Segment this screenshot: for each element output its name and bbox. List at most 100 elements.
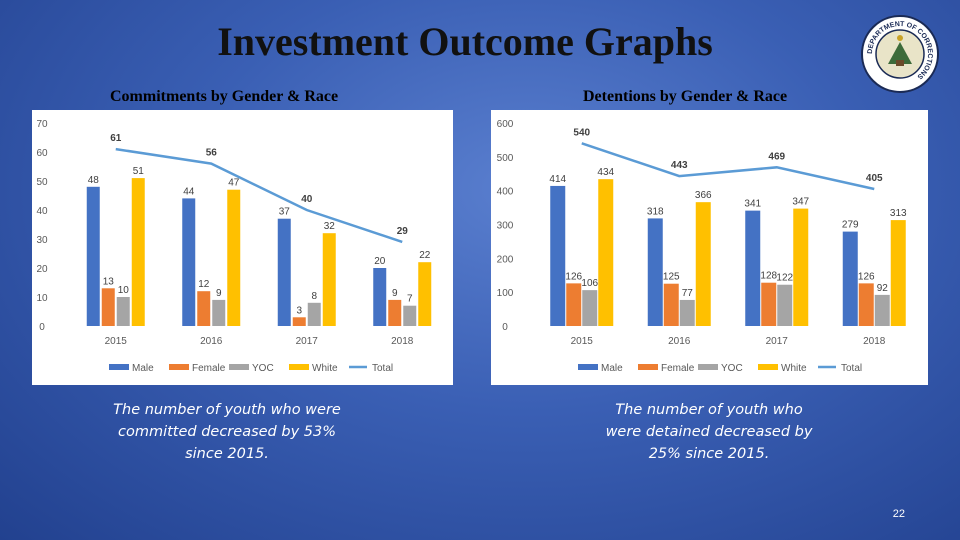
total-value-label: 40 (301, 194, 313, 205)
legend-swatch-yoc (229, 364, 249, 370)
x-tick-label: 2016 (200, 336, 223, 347)
y-tick-label: 0 (502, 322, 508, 333)
bar-value-label: 9 (392, 288, 398, 299)
slide-title: Investment Outcome Graphs (217, 19, 713, 64)
bar-value-label: 51 (133, 166, 145, 177)
y-tick-label: 10 (36, 293, 48, 304)
department-seal: DEPARTMENT OF CORRECTIONS (860, 14, 940, 99)
bar-value-label: 47 (228, 178, 240, 189)
bar-value-label: 3 (296, 305, 302, 316)
left-caption: The number of youth who were committed d… (92, 399, 362, 465)
total-value-label: 540 (573, 127, 590, 138)
legend-label: Total (841, 363, 862, 374)
bar-yoc (212, 299, 226, 326)
x-tick-label: 2017 (296, 336, 319, 347)
bar-value-label: 106 (581, 278, 598, 289)
legend-label: Male (132, 363, 154, 374)
left-caption-line: The number of youth who were (113, 402, 341, 418)
total-value-label: 56 (206, 148, 218, 159)
y-tick-label: 600 (497, 119, 514, 130)
total-line (115, 147, 403, 244)
bar-yoc (777, 284, 793, 326)
bar-yoc (582, 290, 598, 326)
y-tick-label: 200 (497, 254, 514, 265)
bar-female (101, 288, 115, 326)
bar-yoc (307, 302, 321, 326)
y-tick-label: 70 (36, 119, 48, 130)
bar-value-label: 37 (279, 207, 291, 218)
x-tick-label: 2015 (571, 336, 594, 347)
bar-value-label: 347 (792, 197, 809, 208)
bar-white (227, 189, 241, 326)
bar-female (388, 299, 402, 326)
bar-female (858, 283, 874, 326)
bar-value-label: 434 (597, 167, 614, 178)
bar-yoc (116, 297, 130, 326)
bar-value-label: 20 (374, 256, 386, 267)
y-tick-label: 60 (36, 148, 48, 159)
y-tick-label: 20 (36, 264, 48, 275)
legend-label: YOC (721, 363, 743, 374)
x-tick-label: 2018 (863, 336, 886, 347)
bar-value-label: 7 (407, 294, 413, 305)
total-value-label: 405 (866, 173, 883, 184)
legend-swatch-female (169, 364, 189, 370)
x-tick-label: 2017 (766, 336, 789, 347)
bar-value-label: 13 (103, 276, 115, 287)
bar-value-label: 48 (88, 175, 100, 186)
commitments-chart-panel: 0 10 20 30 40 50 60 70 48 13 10 51 2015 44 12 9 47 2016 37… (32, 110, 453, 385)
bar-yoc (679, 299, 695, 326)
bar-value-label: 126 (565, 271, 582, 282)
legend-label: Total (372, 363, 393, 374)
bar-white (598, 179, 614, 326)
y-tick-label: 400 (497, 187, 514, 198)
bar-value-label: 12 (198, 279, 210, 290)
bar-male (277, 218, 291, 326)
bar-yoc (874, 294, 890, 326)
y-tick-label: 500 (497, 153, 514, 164)
legend-label: White (312, 363, 338, 374)
bar-value-label: 10 (118, 285, 130, 296)
bar-value-label: 8 (311, 291, 317, 302)
left-chart-title: Commitments by Gender & Race (110, 88, 339, 105)
bar-female (566, 283, 582, 326)
legend-swatch-yoc (698, 364, 718, 370)
legend-swatch-white (289, 364, 309, 370)
legend-swatch-female (638, 364, 658, 370)
bar-male (647, 218, 663, 326)
bar-value-label: 9 (216, 288, 222, 299)
bar-value-label: 32 (324, 221, 336, 232)
bar-white (890, 220, 906, 326)
left-caption-line: committed decreased by 53% (117, 424, 336, 440)
bar-value-label: 92 (877, 283, 889, 294)
total-line (581, 142, 875, 191)
total-value-label: 29 (397, 226, 409, 237)
bar-value-label: 125 (663, 272, 680, 283)
bar-male (373, 268, 387, 326)
y-tick-label: 40 (36, 206, 48, 217)
x-tick-label: 2018 (391, 336, 414, 347)
bar-female (292, 317, 306, 326)
bar-value-label: 279 (842, 220, 859, 231)
bar-white (131, 178, 145, 326)
bar-value-label: 22 (419, 250, 431, 261)
x-tick-label: 2016 (668, 336, 691, 347)
legend-label: Male (601, 363, 623, 374)
y-tick-label: 50 (36, 177, 48, 188)
x-tick-label: 2015 (105, 336, 128, 347)
commitments-chart: 0102030405060704813105120154412947201637… (36, 119, 432, 374)
right-caption-line: were detained decreased by (605, 424, 813, 440)
bar-female (197, 291, 211, 326)
bar-value-label: 128 (760, 271, 777, 282)
bar-male (842, 231, 858, 326)
y-tick-label: 300 (497, 221, 514, 232)
bar-value-label: 44 (183, 186, 195, 197)
bar-value-label: 126 (858, 271, 875, 282)
right-caption-line: 25% since 2015. (648, 446, 770, 462)
bar-female (663, 283, 679, 326)
bar-value-label: 341 (744, 199, 761, 210)
right-caption: The number of youth who were detained de… (574, 399, 844, 465)
bar-white (695, 202, 711, 326)
right-caption-line: The number of youth who (615, 402, 803, 418)
bar-value-label: 122 (776, 273, 793, 284)
